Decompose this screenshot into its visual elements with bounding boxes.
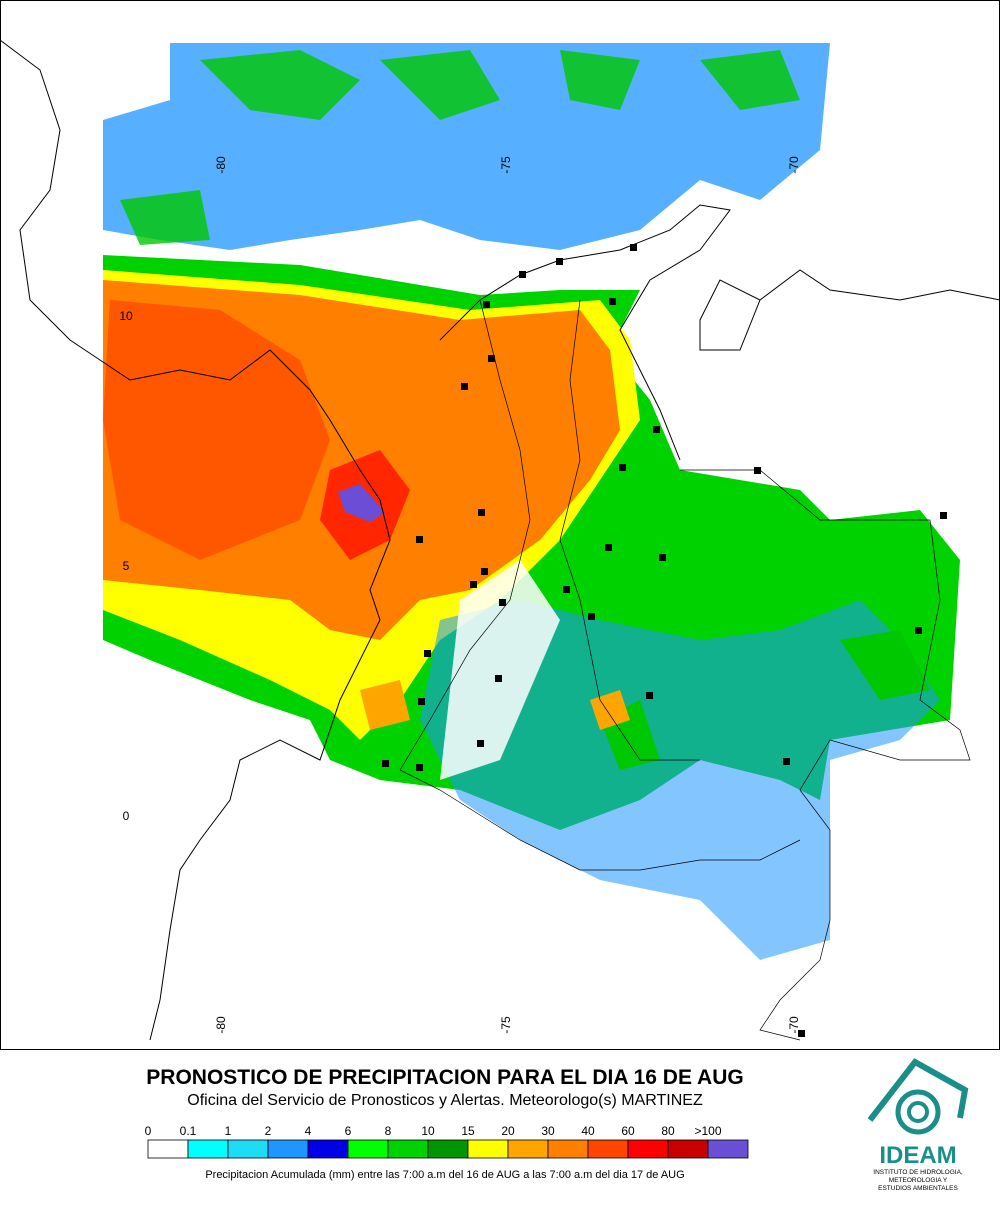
legend-swatch <box>547 1139 589 1159</box>
logo-name: IDEAM <box>879 1142 956 1169</box>
legend-label: 20 <box>501 1124 515 1138</box>
legend-swatch <box>467 1139 509 1159</box>
legend-label: 6 <box>345 1124 352 1138</box>
legend-swatch <box>147 1139 189 1159</box>
legend-label: 30 <box>541 1124 555 1138</box>
logo-line: INSTITUTO DE HIDROLOGIA, <box>873 1169 963 1176</box>
legend-swatch <box>507 1139 549 1159</box>
precipitation-field <box>103 43 960 960</box>
legend-swatch <box>227 1139 269 1159</box>
legend-swatch <box>707 1139 749 1159</box>
lat-label: 10 <box>119 309 133 323</box>
legend-label: 40 <box>581 1124 595 1138</box>
logo-line: ESTUDIOS AMBIENTALES <box>878 1185 958 1192</box>
logo: IDEAM INSTITUTO DE HIDROLOGIA,METEOROLOG… <box>867 1058 969 1192</box>
logo-line: METEOROLOGIA Y <box>889 1177 948 1184</box>
legend-label: >100 <box>694 1124 721 1138</box>
legend-label: 10 <box>421 1124 435 1138</box>
legend-label: 0.1 <box>180 1124 197 1138</box>
legend-label: 8 <box>385 1124 392 1138</box>
legend-swatch <box>587 1139 629 1159</box>
legend-label: 80 <box>661 1124 675 1138</box>
coastlines <box>0 39 1000 1041</box>
legend: 0 0.1 1 2 4 6 8 10 15 20 30 40 60 80 >100 <box>145 1124 749 1159</box>
lat-label: 0 <box>123 809 130 823</box>
lon-label-top: -70 <box>787 156 801 174</box>
subtitle: Oficina del Servicio de Pronosticos y Al… <box>187 1092 703 1109</box>
legend-caption: Precipitacion Acumulada (mm) entre las 7… <box>205 1169 684 1181</box>
lon-label-top: -80 <box>214 156 228 174</box>
lon-label-bottom: -75 <box>499 1016 513 1034</box>
legend-label: 60 <box>621 1124 635 1138</box>
legend-swatch <box>267 1139 309 1159</box>
legend-label: 2 <box>265 1124 272 1138</box>
lat-label: 5 <box>123 559 130 573</box>
legend-swatch <box>427 1139 469 1159</box>
legend-swatch <box>387 1139 429 1159</box>
legend-swatch <box>307 1139 349 1159</box>
legend-swatch <box>347 1139 389 1159</box>
lon-label-bottom: -80 <box>214 1016 228 1034</box>
legend-label: 4 <box>305 1124 312 1138</box>
title: PRONOSTICO DE PRECIPITACION PARA EL DIA … <box>146 1066 743 1089</box>
legend-label: 15 <box>461 1124 475 1138</box>
legend-swatch <box>627 1139 669 1159</box>
legend-swatch <box>187 1139 229 1159</box>
stations <box>382 244 947 1037</box>
legend-label: 0 <box>145 1124 152 1138</box>
graticule-labels: -80 -75 -70 -80 -75 -70 10 5 0 <box>119 156 801 1034</box>
legend-swatch <box>667 1139 709 1159</box>
legend-label: 1 <box>225 1124 232 1138</box>
lon-label-bottom: -70 <box>787 1016 801 1034</box>
lon-label-top: -75 <box>499 156 513 174</box>
